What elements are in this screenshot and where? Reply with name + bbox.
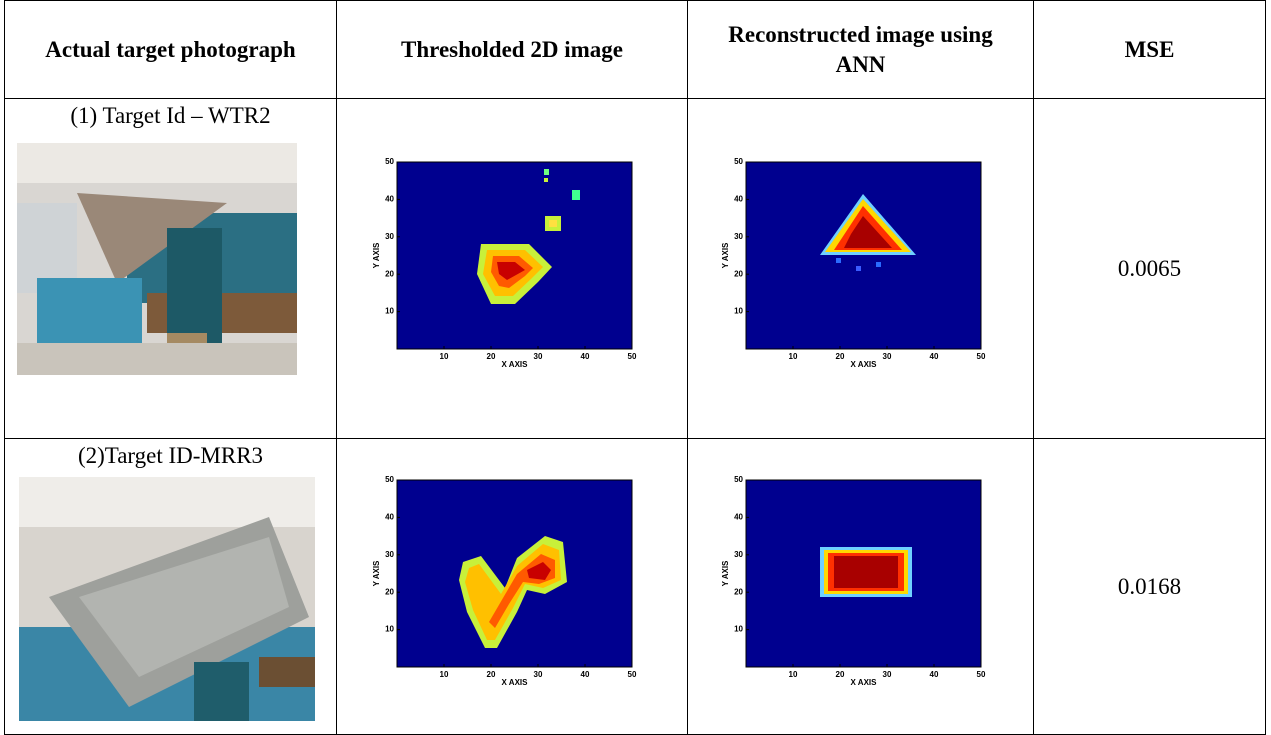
x-tick-label: 10 bbox=[788, 670, 797, 679]
x-axis-label: X AXIS bbox=[502, 360, 529, 369]
reconstructed-plot: 10 20 30 40 50 10 20 30 40 50 X AXIS Y AXIS bbox=[716, 154, 1006, 384]
y-axis-label: Y AXIS bbox=[721, 241, 730, 267]
mse-cell: 0.0065 bbox=[1034, 99, 1266, 439]
x-tick-label: 10 bbox=[788, 352, 797, 361]
x-tick-label: 20 bbox=[487, 670, 496, 679]
y-axis-label: Y AXIS bbox=[372, 559, 381, 585]
x-tick-label: 10 bbox=[440, 670, 449, 679]
x-tick-label: 50 bbox=[628, 352, 637, 361]
x-tick-label: 30 bbox=[882, 352, 891, 361]
x-tick-label: 20 bbox=[835, 670, 844, 679]
y-tick-label: 10 bbox=[734, 624, 743, 633]
photo-cell: (2)Target ID-MRR3 bbox=[5, 439, 337, 735]
photo bbox=[19, 477, 315, 721]
mse-cell: 0.0168 bbox=[1034, 439, 1266, 735]
photo-cell: (1) Target Id – WTR2 bbox=[5, 99, 337, 439]
reconstructed-plot: 10 20 30 40 50 10 20 30 40 50 X AXIS Y AXIS bbox=[716, 472, 1006, 702]
plot-cell: 10 20 30 40 50 10 20 30 40 50 X AXIS Y AXIS bbox=[688, 99, 1034, 439]
y-axis-label: Y AXIS bbox=[721, 559, 730, 585]
header-cell: Actual target photograph bbox=[5, 1, 337, 99]
header-row: Actual target photograph Thresholded 2D … bbox=[5, 1, 1266, 99]
y-tick-label: 30 bbox=[385, 549, 394, 558]
plot-cell: 10 20 30 40 50 10 20 30 40 50 X AXIS Y AXIS bbox=[688, 439, 1034, 735]
y-tick-label: 40 bbox=[734, 512, 743, 521]
y-tick-label: 10 bbox=[385, 306, 394, 315]
y-tick-label: 20 bbox=[734, 269, 743, 278]
photo bbox=[17, 143, 297, 375]
x-tick-label: 10 bbox=[440, 352, 449, 361]
thresholded-plot: 10 20 30 40 50 10 20 30 40 50 X AXIS Y AXIS bbox=[367, 472, 657, 702]
x-tick-label: 40 bbox=[929, 352, 938, 361]
y-tick-label: 30 bbox=[734, 549, 743, 558]
x-tick-label: 50 bbox=[628, 670, 637, 679]
row: (1) Target Id – WTR2 bbox=[5, 99, 1266, 439]
y-axis-label: Y AXIS bbox=[372, 241, 381, 267]
y-tick-label: 20 bbox=[734, 587, 743, 596]
y-tick-label: 10 bbox=[734, 306, 743, 315]
x-axis-label: X AXIS bbox=[850, 678, 877, 687]
y-tick-label: 40 bbox=[385, 194, 394, 203]
plot-background bbox=[746, 162, 981, 349]
x-tick-label: 20 bbox=[835, 352, 844, 361]
y-tick-label: 30 bbox=[385, 231, 394, 240]
x-axis-label: X AXIS bbox=[850, 360, 877, 369]
y-tick-label: 50 bbox=[385, 157, 394, 166]
y-tick-label: 40 bbox=[734, 194, 743, 203]
page: Actual target photograph Thresholded 2D … bbox=[0, 0, 1271, 734]
thresholded-plot: 10 20 30 40 50 10 20 30 40 50 X AXIS Y AXIS bbox=[367, 154, 657, 384]
y-tick-label: 20 bbox=[385, 587, 394, 596]
y-tick-label: 50 bbox=[734, 475, 743, 484]
x-tick-label: 40 bbox=[929, 670, 938, 679]
x-tick-label: 40 bbox=[581, 352, 590, 361]
x-tick-label: 30 bbox=[534, 670, 543, 679]
x-tick-label: 50 bbox=[976, 352, 985, 361]
x-axis-label: X AXIS bbox=[502, 678, 529, 687]
x-tick-label: 50 bbox=[976, 670, 985, 679]
y-tick-label: 50 bbox=[734, 157, 743, 166]
header-cell: Thresholded 2D image bbox=[337, 1, 688, 99]
header-cell: MSE bbox=[1034, 1, 1266, 99]
y-tick-label: 50 bbox=[385, 475, 394, 484]
caption: (1) Target Id – WTR2 bbox=[5, 101, 336, 131]
y-tick-label: 30 bbox=[734, 231, 743, 240]
x-tick-label: 30 bbox=[534, 352, 543, 361]
plot-cell: 10 20 30 40 50 10 20 30 40 50 X AXIS Y AXIS bbox=[337, 99, 688, 439]
plot-cell: 10 20 30 40 50 10 20 30 40 50 X AXIS Y AXIS bbox=[337, 439, 688, 735]
caption: (2)Target ID-MRR3 bbox=[5, 441, 336, 471]
header-cell: Reconstructed image using ANN bbox=[688, 1, 1034, 99]
y-tick-label: 40 bbox=[385, 512, 394, 521]
results-table: Actual target photograph Thresholded 2D … bbox=[4, 0, 1266, 735]
x-tick-label: 40 bbox=[581, 670, 590, 679]
x-tick-label: 20 bbox=[487, 352, 496, 361]
x-tick-label: 30 bbox=[882, 670, 891, 679]
y-tick-label: 10 bbox=[385, 624, 394, 633]
y-tick-label: 20 bbox=[385, 269, 394, 278]
row: (2)Target ID-MRR3 10 20 30 40 50 10 20 30 40 50 X … bbox=[5, 439, 1266, 735]
